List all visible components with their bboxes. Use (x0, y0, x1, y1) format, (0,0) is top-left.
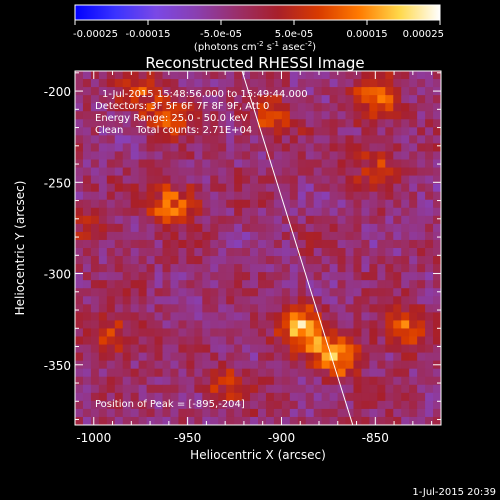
colorbar-unit-label: (photons cm-2 s-1 asec-2) (194, 40, 316, 53)
x-tick-label: -1000 (76, 431, 111, 445)
y-tick-label: -250 (44, 176, 71, 190)
y-tick-label: -350 (44, 359, 71, 373)
plot-frame (74, 70, 442, 426)
colorbar-tick-label: -0.00015 (126, 29, 171, 40)
annotation-block: 1-Jul-2015 15:48:56.000 to 15:49:44.000 … (95, 89, 308, 410)
colorbar-tick-label: 0.00025 (403, 29, 444, 40)
annotation-detectors: Detectors: 3F 5F 6F 7F 8F 9F, Att 0 (95, 101, 269, 112)
chart-title: Reconstructed RHESSI Image (145, 54, 364, 72)
annotation-peak-position: Position of Peak = [-895,-204] (95, 399, 245, 410)
x-tick-label: -850 (362, 431, 389, 445)
axes: -1000 -950 -900 -850 -200 -250 -300 -350 (44, 71, 441, 445)
colorbar-tick-label: -5.0e-05 (200, 29, 242, 40)
x-tick-label: -900 (268, 431, 295, 445)
x-tick-label: -950 (174, 431, 201, 445)
colorbar-tick-label: 0.00015 (346, 29, 387, 40)
x-axis-label: Heliocentric X (arcsec) (190, 448, 326, 462)
colorbar-tick-label: -0.00025 (73, 29, 118, 40)
y-tick-label: -300 (44, 268, 71, 282)
colorbar-ticks: -0.00025 -0.00015 -5.0e-05 5.0e-05 0.00015 0.… (73, 20, 444, 40)
footer-timestamp: 1-Jul-2015 20:39 (412, 487, 496, 498)
heatmap-cells (75, 71, 441, 425)
colorbar-tick-label: 5.0e-05 (275, 29, 313, 40)
annotation-clean-counts: Clean Total counts: 2.71E+04 (95, 125, 252, 136)
y-axis-label: Heliocentric Y (arcsec) (13, 181, 27, 316)
solar-limb-line (241, 71, 354, 425)
colorbar (74, 4, 441, 21)
annotation-time-range: 1-Jul-2015 15:48:56.000 to 15:49:44.000 (102, 89, 308, 100)
y-tick-label: -200 (44, 85, 71, 99)
annotation-energy-range: Energy Range: 25.0 - 50.0 keV (95, 113, 248, 124)
